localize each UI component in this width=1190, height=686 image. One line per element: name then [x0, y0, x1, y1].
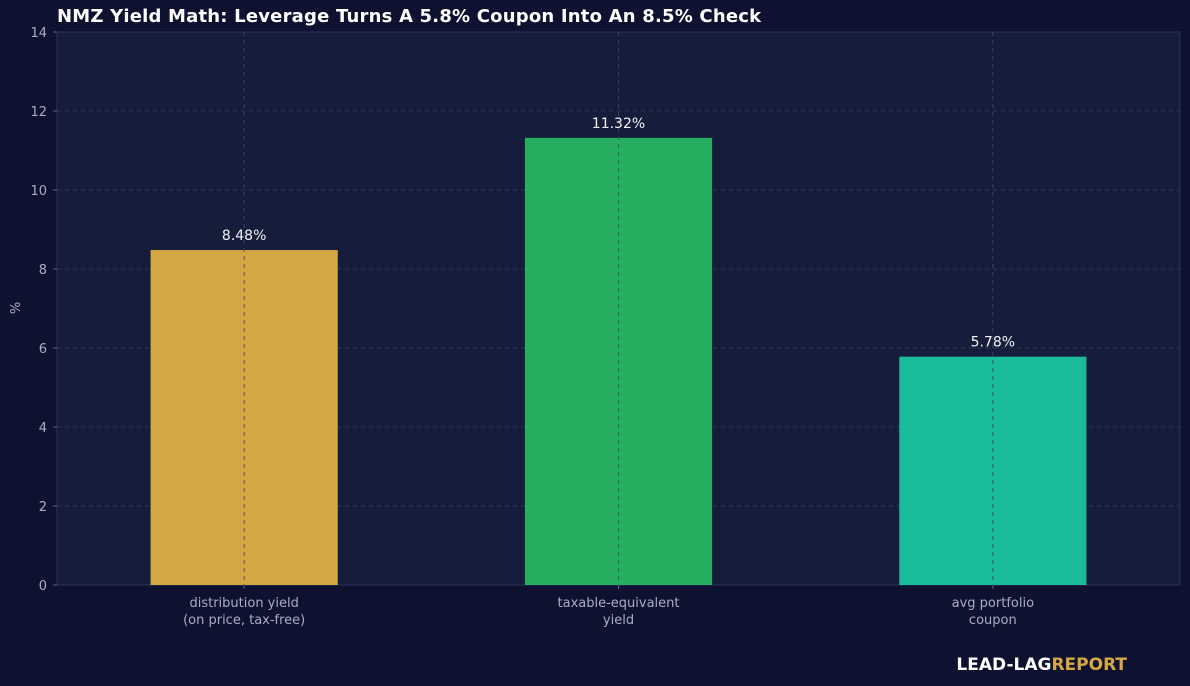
chart-title: NMZ Yield Math: Leverage Turns A 5.8% Co…: [57, 6, 762, 27]
y-tick-label: 4: [39, 421, 47, 436]
bar: [899, 356, 1087, 585]
y-tick-label: 12: [30, 105, 47, 120]
y-tick-label: 6: [39, 342, 47, 357]
x-tick-label: distribution yield: [189, 596, 298, 611]
y-axis-ticks: 0 2 4 6 8 10 12 14: [30, 26, 57, 594]
x-axis-labels: distribution yield (on price, tax-free) ta…: [183, 585, 1034, 628]
x-tick-label: yield: [603, 613, 634, 628]
data-labels: 8.48% 11.32% 5.78%: [222, 116, 1015, 351]
y-tick-label: 8: [39, 263, 47, 278]
data-label: 5.78%: [971, 335, 1015, 351]
y-axis-label: %: [9, 302, 24, 314]
data-label: 11.32%: [592, 116, 645, 132]
x-tick-label: (on price, tax-free): [183, 613, 305, 628]
y-tick-label: 14: [30, 26, 47, 41]
x-tick-label: avg portfolio: [952, 596, 1034, 611]
y-tick-label: 2: [39, 500, 47, 515]
brand-part2: REPORT: [1051, 655, 1127, 675]
x-tick-label: coupon: [969, 613, 1017, 628]
x-tick-label: taxable-equivalent: [558, 596, 680, 611]
y-tick-label: 0: [39, 579, 47, 594]
brand-logo: LEAD-LAGREPORT: [956, 655, 1127, 675]
y-tick-label: 10: [30, 184, 47, 199]
data-label: 8.48%: [222, 228, 266, 244]
brand-part1: LEAD-LAG: [956, 655, 1052, 675]
